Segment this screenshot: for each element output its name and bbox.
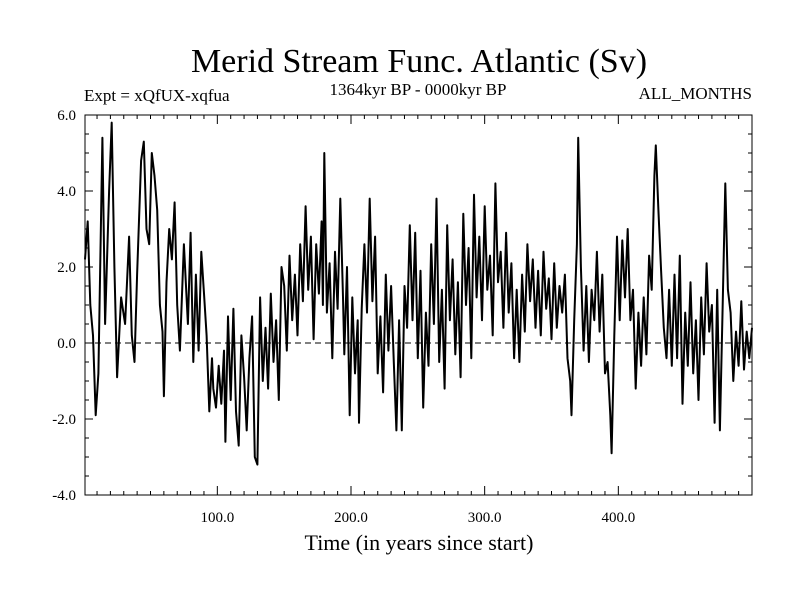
chart-title: Merid Stream Func. Atlantic (Sv) (191, 43, 647, 80)
x-tick-label: 400.0 (601, 510, 635, 526)
x-axis-label: Time (in years since start) (305, 530, 534, 555)
series-line-stream-function (84, 121, 753, 466)
x-tick-label: 200.0 (334, 510, 368, 526)
time-range-label: 1364kyr BP - 0000kyr BP (330, 80, 507, 99)
x-tick-label: 100.0 (200, 510, 234, 526)
y-axis-ticks: -4.0 -2.0 0.0 2.0 4.0 6.0 (52, 108, 752, 504)
x-axis-ticks: 100.0 200.0 300.0 400.0 (96, 115, 753, 526)
experiment-label: Expt = xQfUX-xqfua (84, 86, 230, 105)
y-tick-label: -4.0 (52, 488, 76, 504)
x-tick-label: 300.0 (468, 510, 502, 526)
y-tick-label: 6.0 (57, 108, 76, 124)
y-tick-label: 2.0 (57, 260, 76, 276)
months-label: ALL_MONTHS (639, 84, 752, 103)
y-tick-label: 4.0 (57, 184, 76, 200)
y-tick-label: -2.0 (52, 412, 76, 428)
plot-area-frame (84, 114, 753, 496)
y-tick-label: 0.0 (57, 336, 76, 352)
